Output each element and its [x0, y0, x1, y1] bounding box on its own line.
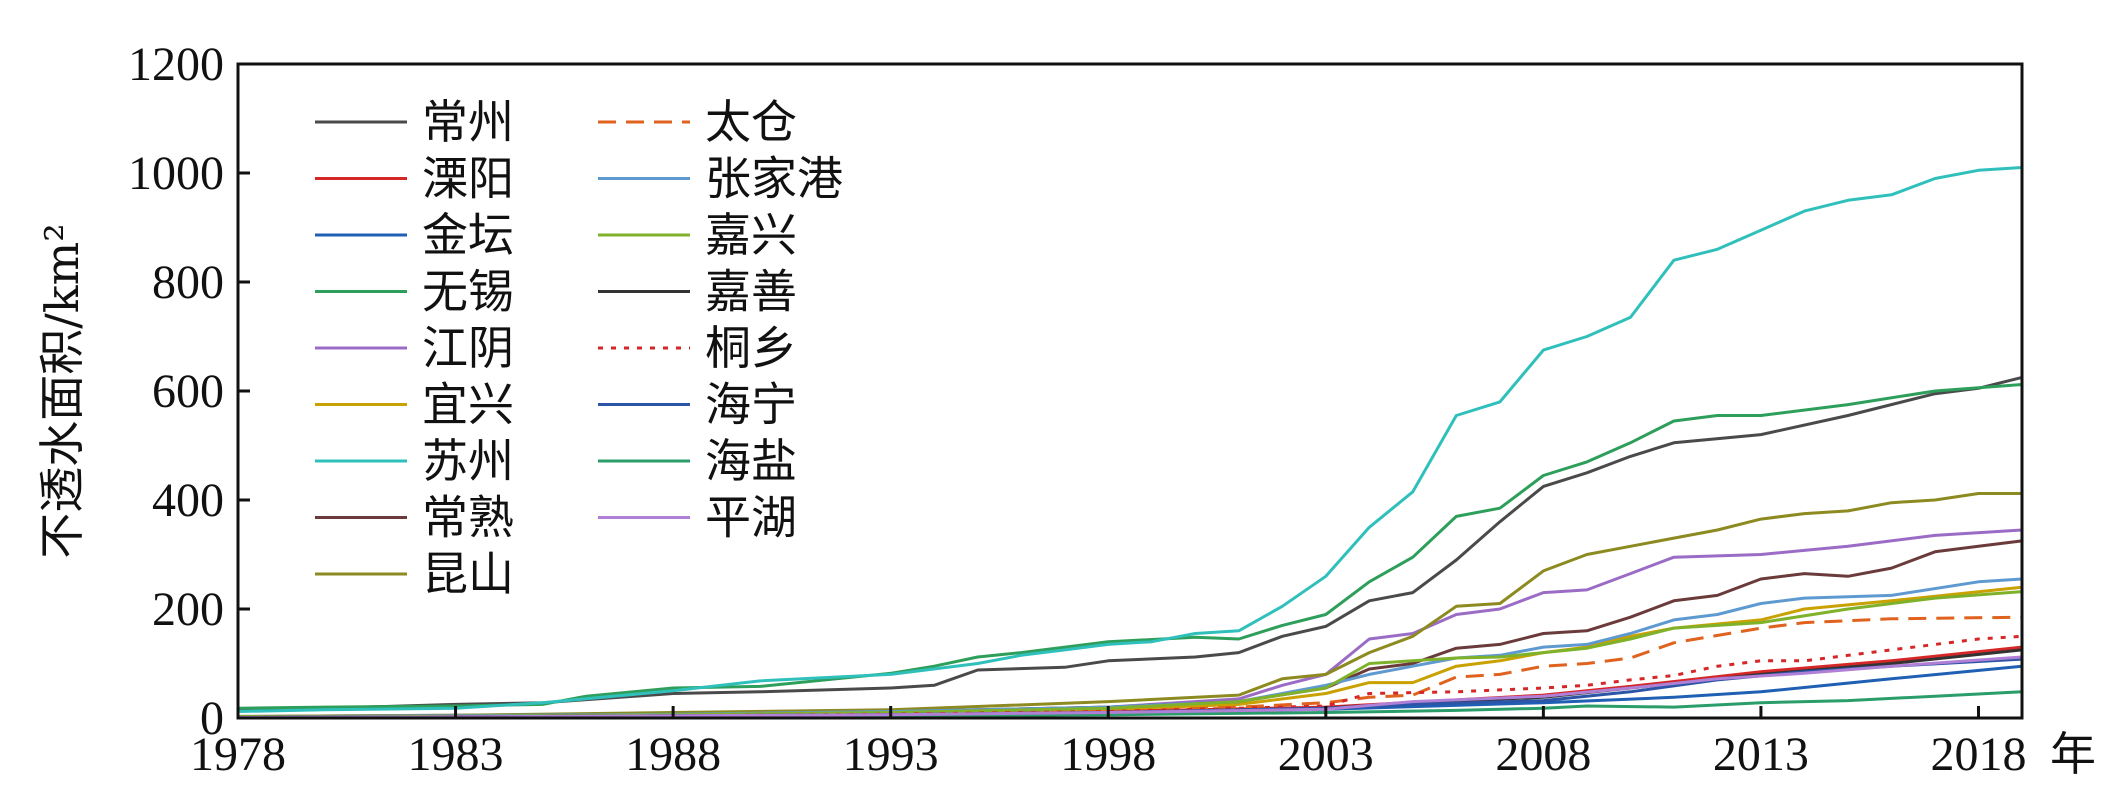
series-line-1	[237, 375, 2023, 712]
legend-label-2: 溧阳	[422, 152, 514, 206]
legend-label-9: 昆山	[422, 547, 514, 601]
x-tick-label: 1988	[625, 728, 721, 781]
x-tick-label: 2013	[1713, 728, 1809, 781]
x-axis-ticks: 1978 1983 1988 1993 1998 2003 2008 2013 2018	[190, 706, 2026, 781]
legend-label-10: 太仓	[705, 95, 797, 149]
x-tick-label: 1983	[408, 728, 504, 781]
x-tick-label: 2018	[1930, 728, 2026, 781]
x-tick-label: 1993	[843, 728, 939, 781]
legend-label-15: 海宁	[705, 378, 797, 432]
y-tick-label: 400	[152, 474, 224, 527]
legend-label-11: 张家港	[705, 152, 843, 206]
series-line-9	[237, 492, 2022, 718]
legend-label-1: 常州	[422, 95, 514, 149]
series-line-4	[237, 383, 2023, 710]
x-tick-label: 1978	[190, 728, 286, 781]
legend-label-12: 嘉兴	[705, 208, 797, 262]
y-axis-title: 不透水面积/km²	[35, 223, 89, 558]
legend-label-14: 桐乡	[705, 321, 797, 375]
x-tick-label: 2003	[1278, 728, 1374, 781]
legend-label-8: 常熟	[422, 491, 514, 545]
x-tick-label: 1998	[1060, 728, 1156, 781]
legend-label-5: 江阴	[422, 321, 514, 375]
y-tick-label: 200	[152, 583, 224, 636]
legend-label-6: 宜兴	[422, 378, 514, 432]
y-tick-label: 800	[152, 256, 224, 309]
legend-label-4: 无锡	[422, 265, 514, 319]
series-line-14	[237, 634, 2023, 719]
legend-label-7: 苏州	[422, 434, 514, 488]
y-axis-ticks: 0 200 400 600 800 1000 1200	[128, 38, 250, 745]
y-tick-label: 0	[200, 692, 224, 745]
y-tick-label: 1200	[128, 38, 224, 91]
y-tick-label: 600	[152, 365, 224, 418]
x-axis-title: 年	[2050, 727, 2096, 781]
y-tick-label: 1000	[128, 147, 224, 200]
series-line-12	[237, 590, 2023, 719]
x-tick-label: 2008	[1495, 728, 1591, 781]
legend-label-17: 平湖	[705, 491, 797, 545]
legend-label-3: 金坛	[422, 208, 514, 262]
legend-label-13: 嘉善	[705, 265, 797, 319]
series-line-7	[237, 166, 2023, 713]
legend-label-16: 海盐	[705, 434, 797, 488]
